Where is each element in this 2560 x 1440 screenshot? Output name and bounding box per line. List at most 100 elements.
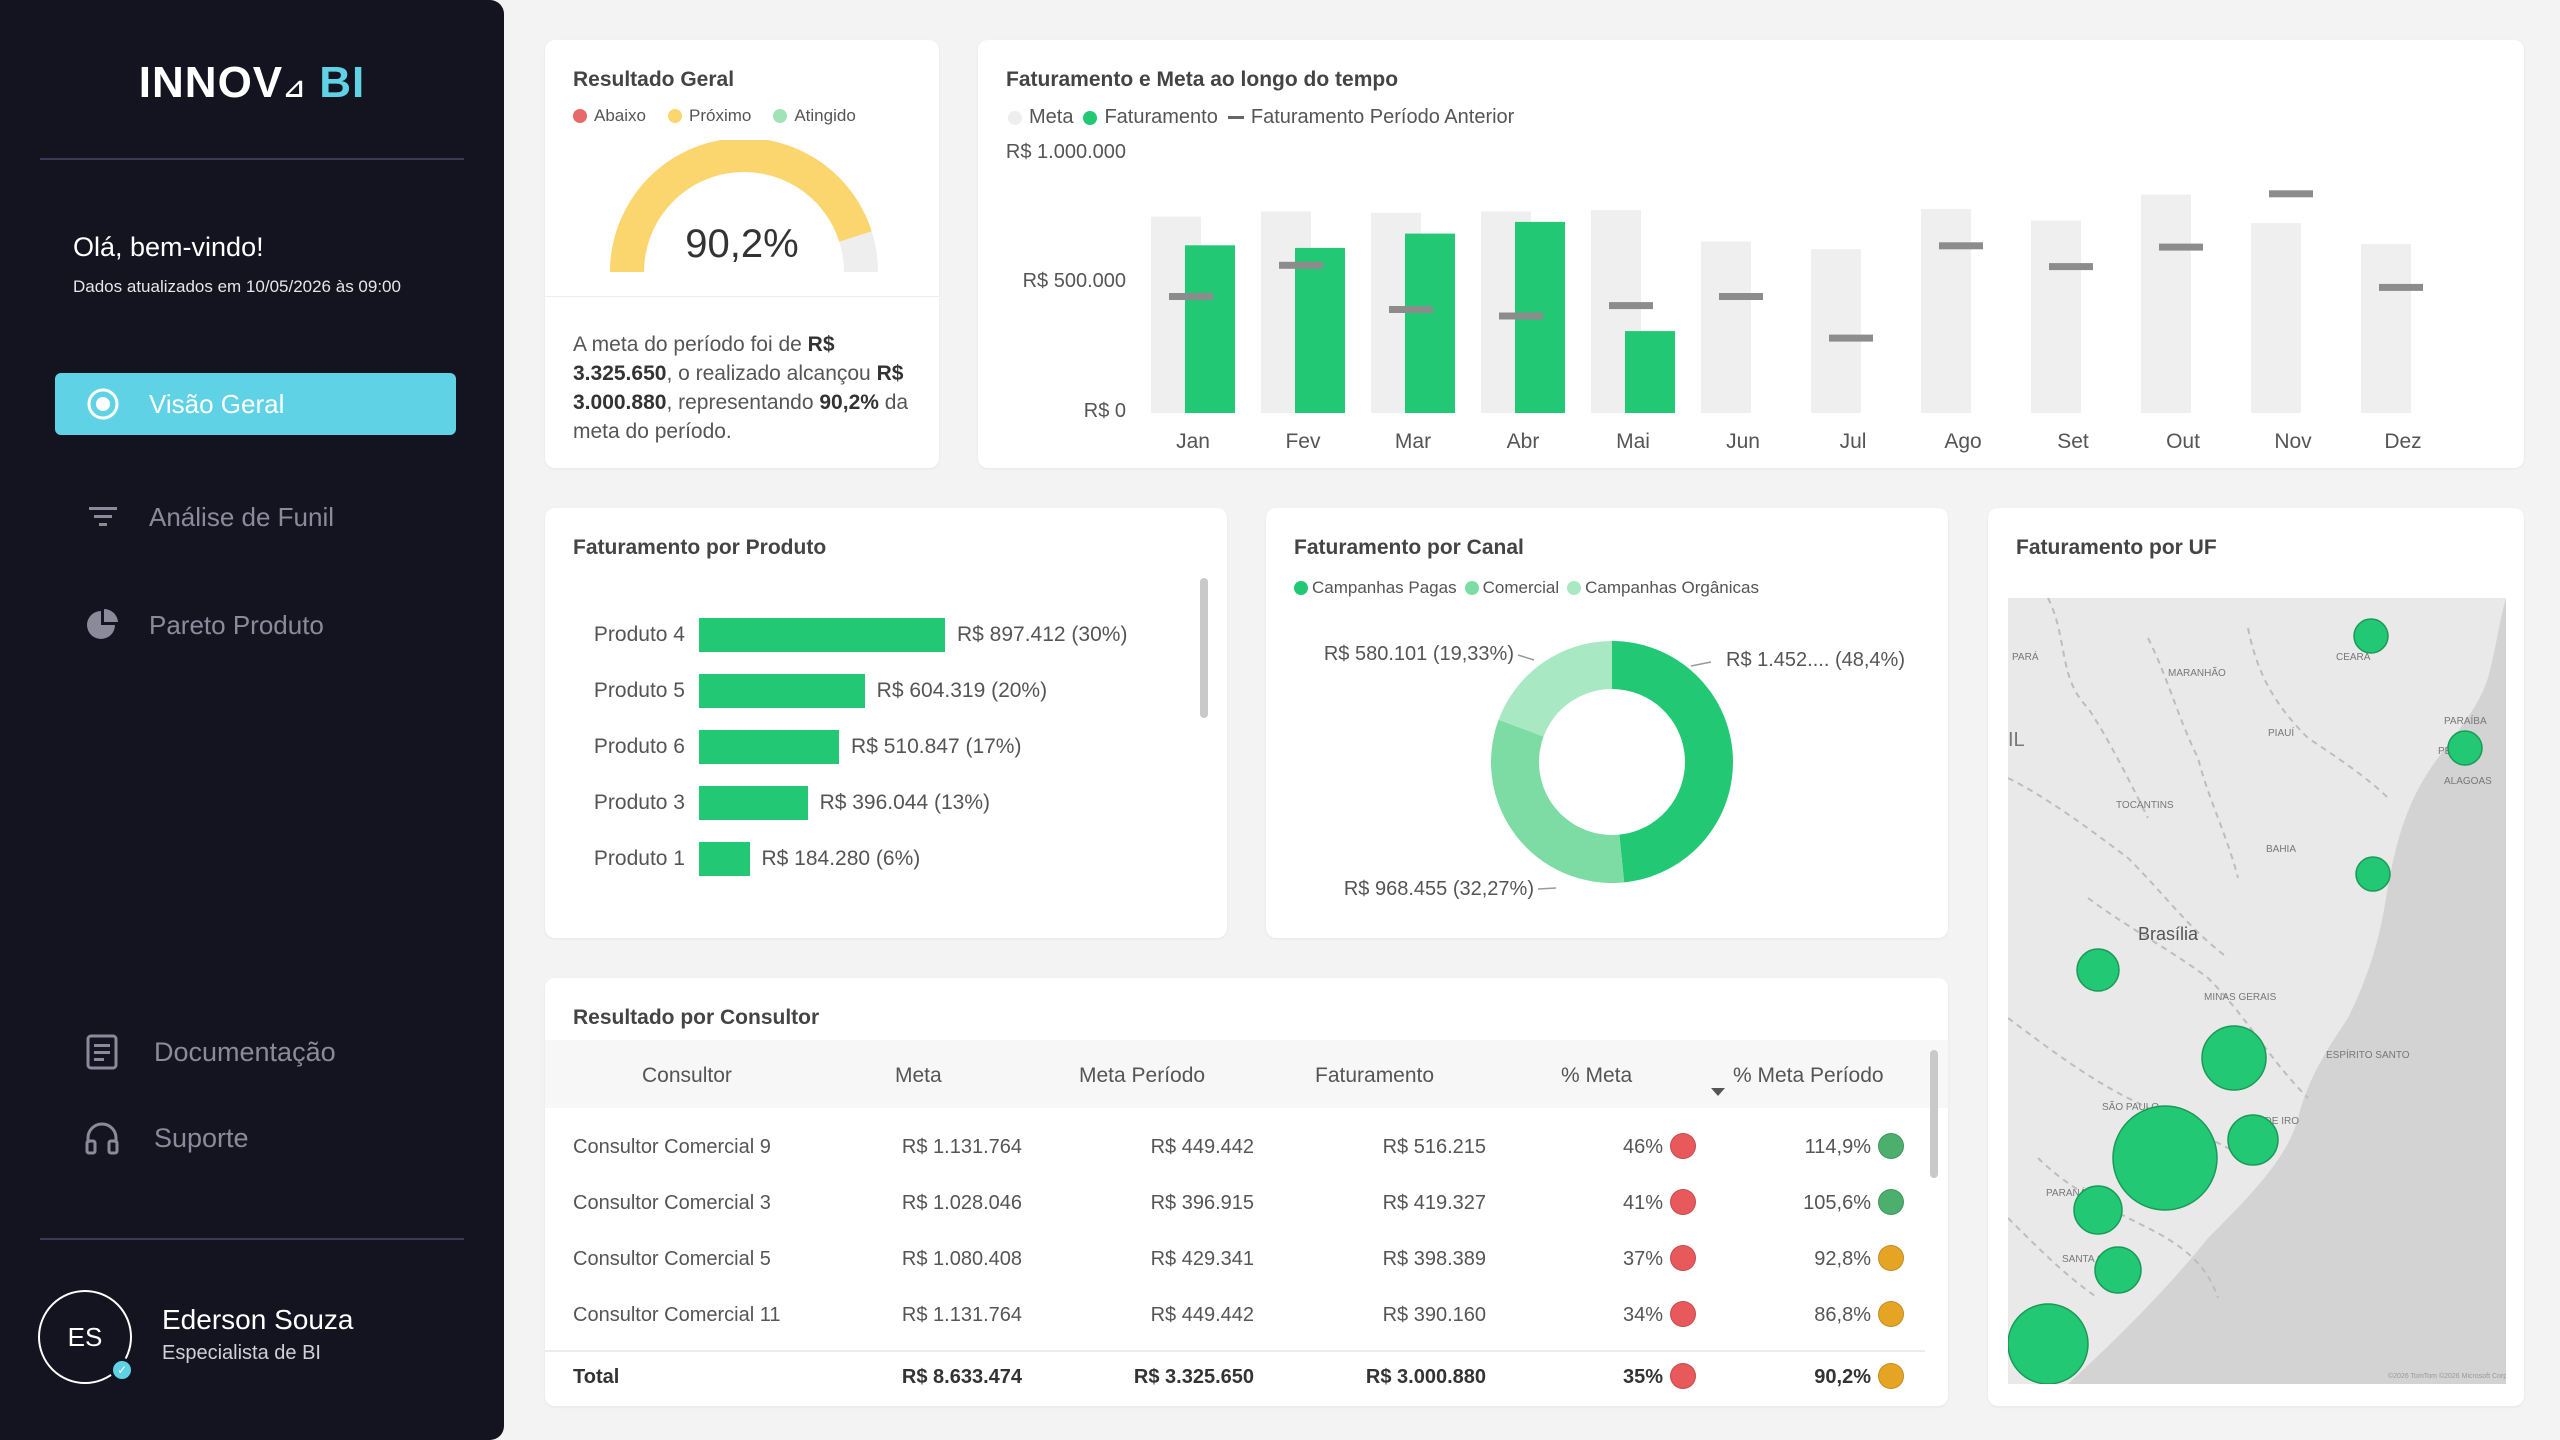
uf-bubble[interactable] — [2076, 948, 2120, 992]
donut-slice[interactable] — [1498, 641, 1612, 737]
faturamento-bar[interactable] — [1625, 331, 1675, 413]
table-cell: R$ 429.341 — [1150, 1248, 1254, 1270]
table-cell: R$ 419.327 — [1382, 1192, 1486, 1214]
x-tick-label: Abr — [1507, 430, 1540, 453]
status-indicator — [1670, 1245, 1696, 1271]
periodo-anterior-marker[interactable] — [1169, 293, 1213, 300]
uf-bubble[interactable] — [2201, 1025, 2267, 1091]
periodo-anterior-marker[interactable] — [1829, 334, 1873, 342]
verified-icon: ✓ — [110, 1358, 134, 1382]
col-header-pct-meta-periodo[interactable]: % Meta Período — [1733, 1064, 1884, 1087]
donut-slice[interactable] — [1612, 641, 1733, 883]
faturamento-bar[interactable] — [1295, 247, 1345, 413]
meta-bar[interactable] — [1701, 241, 1751, 413]
product-value-label: R$ 184.280 (6%) — [761, 847, 921, 870]
x-tick-label: Nov — [2274, 430, 2312, 453]
product-bar[interactable] — [699, 674, 865, 708]
periodo-anterior-marker[interactable] — [1389, 306, 1433, 313]
target-icon — [81, 382, 125, 426]
col-header-faturamento[interactable]: Faturamento — [1315, 1064, 1435, 1087]
x-tick-label: Jul — [1840, 430, 1867, 453]
table-header-row — [545, 1040, 1948, 1108]
app-logo: INNOV⊿ BI — [138, 58, 366, 107]
table-cell: 90,2% — [1814, 1366, 1871, 1388]
card-title: Resultado Geral — [573, 68, 735, 91]
scrollbar[interactable] — [1200, 578, 1208, 718]
meta-bar[interactable] — [1921, 208, 1971, 413]
table-cell: R$ 396.915 — [1150, 1192, 1254, 1214]
status-indicator — [1878, 1301, 1904, 1327]
meta-bar[interactable] — [2361, 244, 2411, 413]
svg-text:MARANHÃO: MARANHÃO — [2168, 666, 2226, 679]
uf-bubble[interactable] — [2355, 856, 2391, 892]
nav-label: Documentação — [154, 1036, 336, 1067]
meta-bar[interactable] — [2141, 194, 2191, 413]
uf-bubble[interactable] — [2073, 1185, 2123, 1235]
faturamento-meta-card: Faturamento e Meta ao longo do tempo Met… — [978, 40, 2524, 468]
meta-bar[interactable] — [2031, 220, 2081, 413]
col-header-consultor[interactable]: Consultor — [642, 1064, 732, 1087]
product-bar[interactable] — [699, 618, 945, 652]
status-indicator — [1670, 1133, 1696, 1159]
product-value-label: R$ 897.412 (30%) — [957, 623, 1128, 646]
faturamento-bar[interactable] — [1405, 233, 1455, 413]
donut-leader-line — [1537, 887, 1557, 890]
table-cell: R$ 1.028.046 — [901, 1192, 1022, 1214]
nav-documentacao[interactable]: Documentação — [80, 1030, 336, 1074]
sort-desc-icon[interactable] — [1711, 1088, 1725, 1096]
brazil-map[interactable]: PARÁ MARANHÃO CEARÁ PIAUÍ PARAÍBA PE ALA… — [2008, 598, 2506, 1384]
col-header-pct-meta[interactable]: % Meta — [1561, 1064, 1633, 1087]
donut-slice[interactable] — [1491, 719, 1625, 883]
nav-pareto-produto[interactable]: Pareto Produto — [55, 594, 456, 656]
periodo-anterior-marker[interactable] — [2049, 263, 2093, 271]
product-bar[interactable] — [699, 786, 808, 820]
table-cell: R$ 390.160 — [1382, 1304, 1486, 1326]
nav-visao-geral[interactable]: Visão Geral — [55, 373, 456, 435]
nav-analise-funil[interactable]: Análise de Funil — [55, 486, 456, 548]
donut-leader-line — [1517, 654, 1535, 661]
user-role: Especialista de BI — [162, 1342, 321, 1364]
col-header-meta[interactable]: Meta — [895, 1064, 942, 1087]
table-cell: R$ 449.442 — [1150, 1136, 1254, 1158]
table-cell: 37% — [1622, 1248, 1663, 1270]
uf-bubble[interactable] — [2447, 730, 2483, 766]
svg-text:ALAGOAS: ALAGOAS — [2444, 776, 2492, 787]
svg-text:O DE IRO: O DE IRO — [2254, 1116, 2299, 1127]
uf-bubble[interactable] — [2008, 1303, 2089, 1384]
greeting: Olá, bem-vindo! — [73, 232, 264, 262]
legend-item-meta: Meta — [1008, 106, 1073, 129]
col-header-meta-periodo[interactable]: Meta Período — [1079, 1064, 1206, 1087]
periodo-anterior-marker[interactable] — [2269, 190, 2313, 198]
nav-suporte[interactable]: Suporte — [80, 1116, 249, 1160]
product-label: Produto 3 — [593, 791, 685, 814]
periodo-anterior-marker[interactable] — [1499, 312, 1543, 320]
periodo-anterior-marker[interactable] — [2159, 243, 2203, 251]
svg-text:Brasília: Brasília — [2138, 924, 2199, 944]
product-bar[interactable] — [699, 842, 750, 876]
periodo-anterior-marker[interactable] — [1609, 302, 1653, 310]
channel-donut-chart: R$ 1.452.... (48,4%) R$ 968.455 (32,27%) R… — [1324, 641, 1905, 900]
table-cell: 41% — [1622, 1192, 1663, 1214]
sidebar: INNOV⊿ BI Olá, bem-vindo! Dados atualiza… — [0, 0, 504, 1440]
meta-bar[interactable] — [2251, 223, 2301, 413]
uf-bubble[interactable] — [2094, 1246, 2142, 1294]
scrollbar[interactable] — [1930, 1050, 1938, 1178]
svg-text:PE: PE — [2438, 746, 2452, 757]
periodo-anterior-marker[interactable] — [1939, 242, 1983, 250]
x-tick-label: Jun — [1726, 430, 1760, 453]
faturamento-bar[interactable] — [1185, 245, 1235, 413]
periodo-anterior-marker[interactable] — [1719, 293, 1763, 300]
uf-bubble[interactable] — [2353, 618, 2389, 654]
periodo-anterior-marker[interactable] — [2379, 283, 2423, 291]
table-cell: R$ 1.131.764 — [901, 1136, 1022, 1158]
product-bar[interactable] — [699, 730, 840, 764]
avatar[interactable]: ES ✓ — [38, 1290, 134, 1384]
product-label: Produto 6 — [593, 735, 685, 758]
periodo-anterior-marker[interactable] — [1279, 261, 1323, 269]
table-cell: R$ 8.633.474 — [901, 1366, 1022, 1388]
table-body: Consultor Comercial 9 R$ 1.131.764 R$ 449.… — [545, 978, 1948, 1406]
uf-bubble[interactable] — [2112, 1105, 2218, 1211]
x-tick-label: Dez — [2384, 430, 2421, 453]
meta-bar[interactable] — [1811, 249, 1861, 413]
uf-bubble[interactable] — [2227, 1114, 2279, 1166]
